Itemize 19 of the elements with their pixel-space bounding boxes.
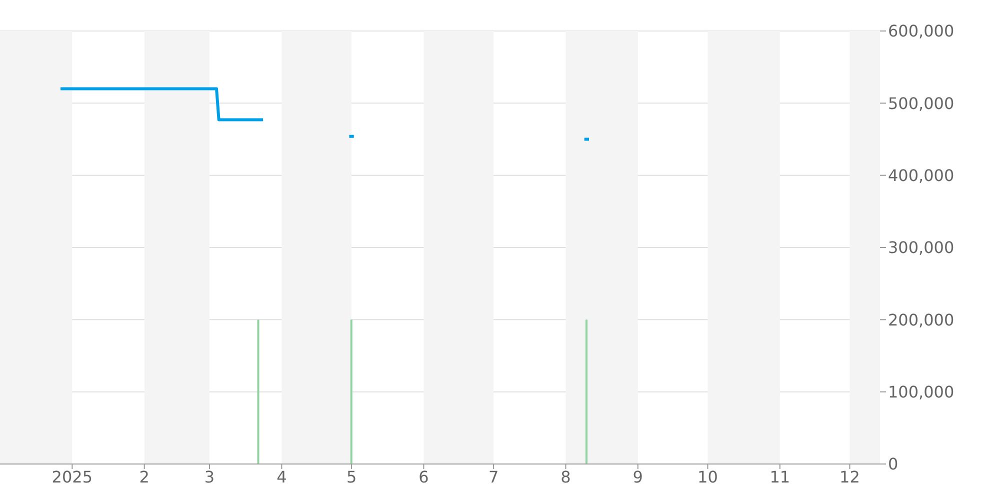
x-tick-label: 9 [632, 467, 643, 486]
x-tick-label: 11 [770, 467, 790, 486]
y-tick-label: 400,000 [888, 166, 954, 186]
x-tick-label: 3 [204, 467, 215, 486]
y-tick-label: 200,000 [888, 310, 954, 330]
y-tick-label: 0 [888, 454, 898, 474]
x-tick-label: 2025 [52, 467, 93, 486]
x-tick-label: 4 [276, 467, 287, 486]
x-tick-label: 2 [139, 467, 150, 486]
y-tick-label: 300,000 [888, 238, 954, 258]
x-tick-label: 6 [418, 467, 429, 486]
x-tick-label: 7 [488, 467, 499, 486]
x-tick-label: 12 [840, 467, 860, 486]
x-tick-label: 5 [346, 467, 357, 486]
y-tick-label: 600,000 [888, 22, 954, 41]
x-tick-label: 10 [698, 467, 718, 486]
y-tick-label: 500,000 [888, 94, 954, 113]
y-tick-label: 100,000 [888, 382, 954, 402]
x-tick-label: 8 [560, 467, 571, 486]
